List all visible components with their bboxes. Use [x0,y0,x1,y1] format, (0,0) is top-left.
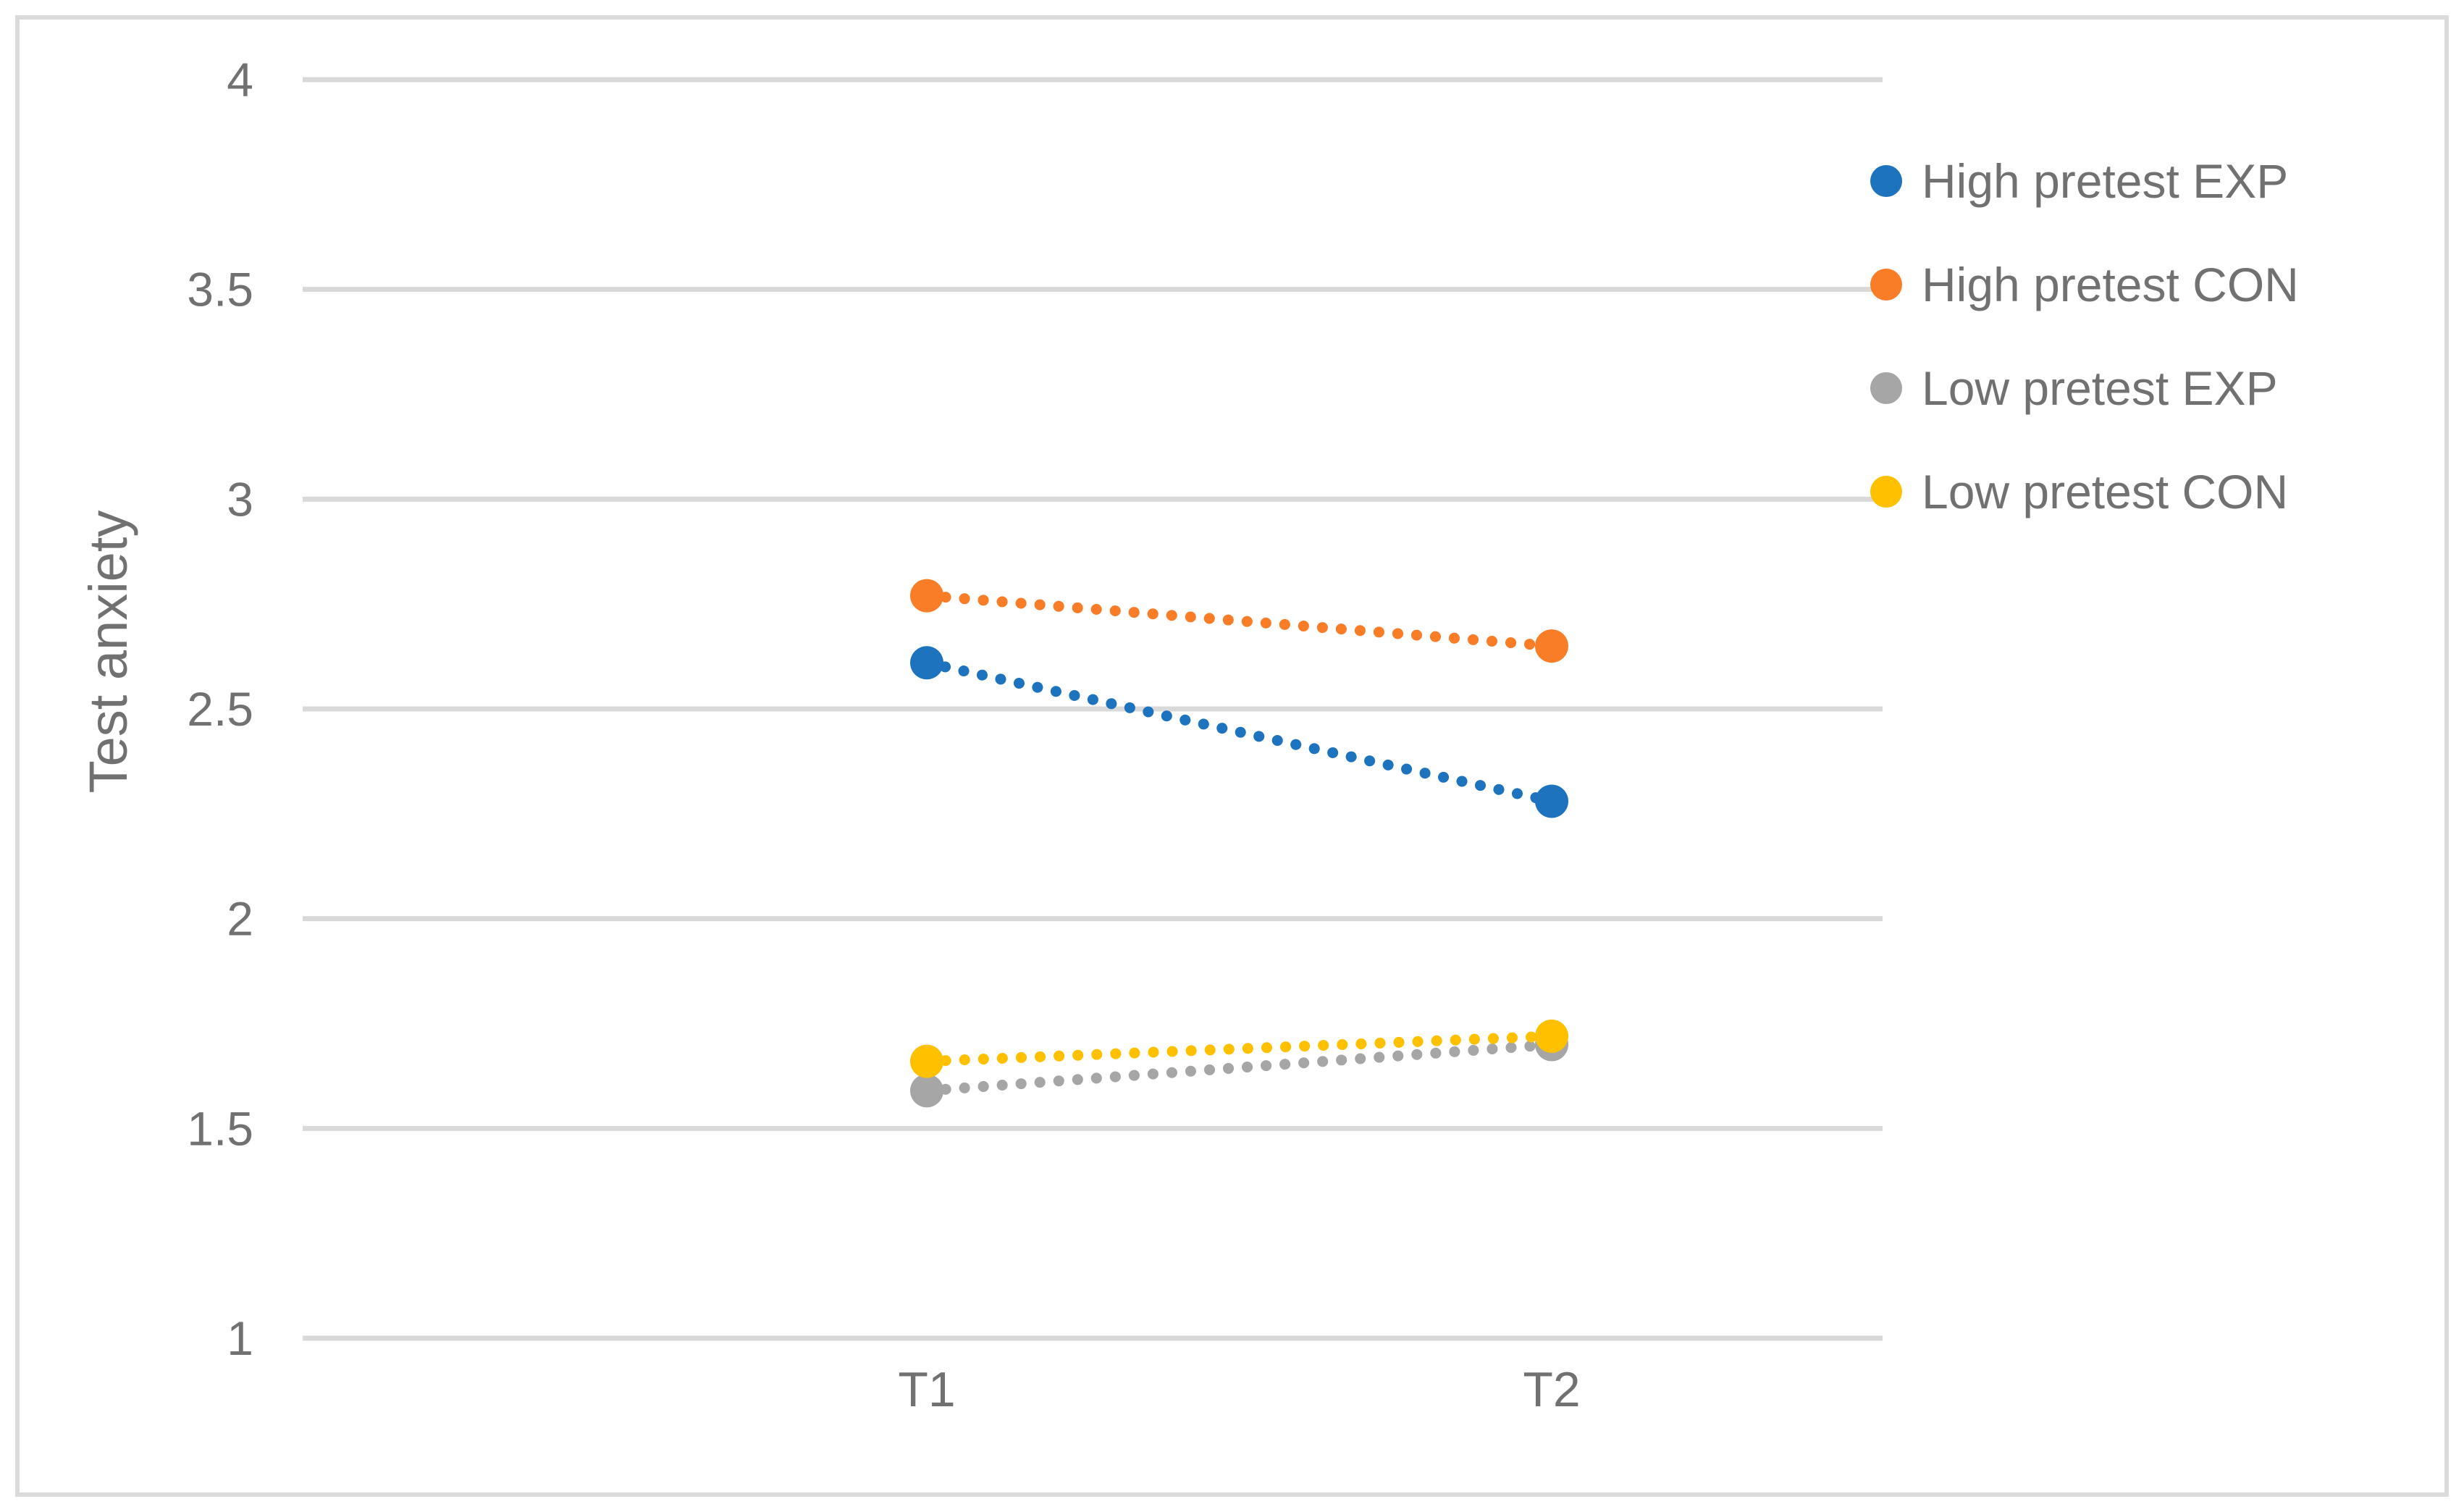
legend-label-high-pretest-exp: High pretest EXP [1922,154,2288,208]
x-tick-label: T2 [1523,1362,1580,1417]
y-tick-label: 2 [227,892,253,946]
y-axis-tick-labels: 4 3.5 3 2.5 2 1.5 1 [187,53,253,1365]
data-point-marker-low-pretest-con [910,1044,943,1078]
data-point-marker-high-pretest-exp [910,646,943,680]
data-point-marker-low-pretest-exp [910,1074,943,1108]
legend-marker-low-pretest-con [1870,476,1902,508]
y-axis-title: Test anxiety [78,511,138,794]
y-tick-label: 3 [227,472,253,526]
x-tick-label: T1 [898,1362,955,1417]
legend-label-low-pretest-con: Low pretest CON [1922,465,2288,518]
y-tick-label: 4 [227,53,253,106]
data-point-marker-high-pretest-con [1535,629,1568,663]
data-point-marker-low-pretest-con [1535,1019,1568,1053]
series-line-high-pretest-con [921,590,1557,652]
x-axis-tick-labels: T1 T2 [898,1362,1580,1417]
series-line-low-pretest-exp [921,1038,1557,1096]
data-point-marker-high-pretest-exp [1535,784,1568,818]
y-tick-label: 1 [227,1311,253,1365]
legend-label-low-pretest-exp: Low pretest EXP [1922,361,2278,415]
y-tick-label: 1.5 [187,1101,253,1155]
series-group [910,579,1568,1108]
y-tick-label: 3.5 [187,263,253,316]
data-point-marker-high-pretest-con [910,579,943,613]
series-line-high-pretest-exp [921,657,1557,807]
y-tick-label: 2.5 [187,682,253,736]
legend: High pretest EXP High pretest CON Low pret… [1870,154,2299,518]
legend-marker-high-pretest-exp [1870,165,1902,197]
legend-marker-high-pretest-con [1870,269,1902,301]
legend-label-high-pretest-con: High pretest CON [1922,258,2299,311]
gridlines-group [303,77,1883,1341]
legend-marker-low-pretest-exp [1870,372,1902,404]
